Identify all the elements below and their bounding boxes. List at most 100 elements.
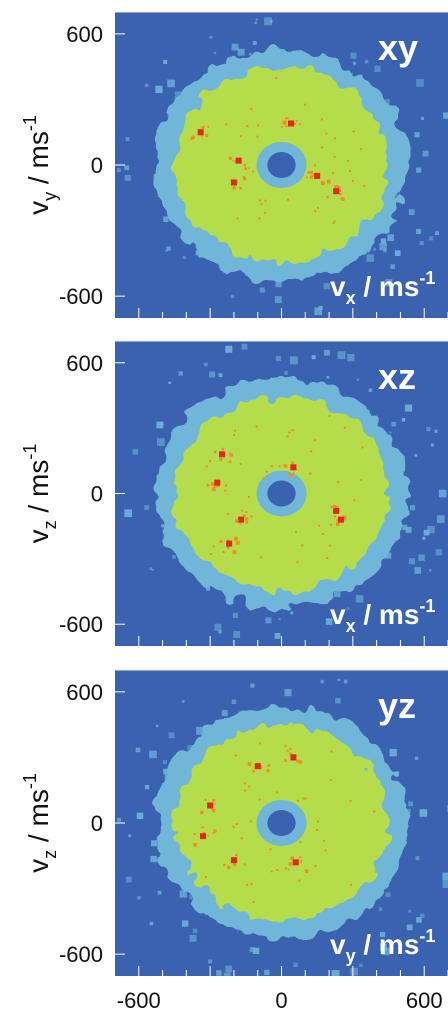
- speck: [405, 526, 412, 533]
- hot-speck: [298, 123, 301, 126]
- y-tick-label: 0: [91, 153, 103, 178]
- speck: [178, 371, 183, 376]
- speck: [391, 421, 396, 427]
- speck: [128, 834, 132, 838]
- speck: [311, 355, 316, 360]
- hot-speck: [234, 519, 239, 523]
- panel-xz: 600 0 -600 vz / ms-1 xz vx / ms-1: [20, 340, 448, 646]
- speck: [275, 280, 282, 288]
- speck: [124, 509, 132, 518]
- speck: [347, 354, 355, 362]
- speck: [384, 708, 387, 711]
- hot-speck: [298, 879, 301, 882]
- speck: [225, 345, 233, 353]
- speck: [135, 747, 141, 753]
- hot-speck: [212, 545, 215, 548]
- speck: [223, 972, 231, 976]
- speck: [206, 586, 210, 591]
- hot-speck: [213, 803, 216, 805]
- hot-speck: [243, 782, 246, 785]
- speck: [231, 699, 237, 705]
- hot-speck: [296, 561, 299, 564]
- speck: [157, 890, 162, 895]
- hot-speck: [309, 175, 313, 179]
- speck: [350, 52, 357, 59]
- speck: [325, 618, 333, 625]
- hot-speck: [296, 759, 299, 763]
- hot-speck: [284, 744, 287, 747]
- x-tick-label: -600: [117, 988, 161, 1011]
- hot-speck: [293, 122, 296, 125]
- hot-speck: [245, 511, 248, 514]
- hot-speck: [290, 856, 295, 860]
- hot-speck: [286, 749, 289, 752]
- hot-speck: [337, 481, 340, 484]
- speck: [438, 489, 447, 498]
- hot-speck: [304, 103, 307, 106]
- speck: [195, 250, 201, 256]
- hot-speck: [292, 472, 295, 474]
- speck: [209, 35, 213, 39]
- hot-speck: [343, 426, 346, 429]
- hot-speck: [201, 826, 204, 829]
- speck: [381, 947, 390, 956]
- hot-spot: [290, 754, 297, 761]
- hot-speck: [239, 462, 242, 465]
- hot-speck: [331, 172, 334, 175]
- hot-speck: [245, 521, 249, 524]
- speck: [232, 612, 239, 619]
- hot-speck: [299, 840, 302, 843]
- hot-speck: [330, 505, 334, 509]
- panel-yz: 600 0 -600 vz / ms-1 yz vy / ms-1 -600 0 600: [20, 669, 448, 1011]
- hot-speck: [258, 217, 261, 220]
- speck: [166, 246, 171, 251]
- speck: [293, 962, 298, 968]
- speck: [364, 59, 369, 64]
- hot-speck: [244, 789, 247, 792]
- hot-speck: [373, 810, 376, 813]
- speck: [125, 137, 130, 141]
- speck: [359, 963, 363, 967]
- hot-speck: [295, 531, 298, 534]
- hot-speck: [232, 159, 235, 162]
- hot-speck: [236, 217, 239, 220]
- hot-speck: [295, 120, 298, 122]
- hot-speck: [286, 117, 289, 120]
- hot-speck: [301, 544, 304, 547]
- hot-speck: [241, 509, 244, 512]
- hot-speck: [270, 465, 273, 468]
- speck: [408, 909, 412, 913]
- hot-speck: [203, 832, 206, 835]
- speck: [225, 965, 233, 973]
- speck: [435, 549, 443, 556]
- speck: [426, 427, 431, 432]
- hot-spot: [288, 120, 295, 127]
- hot-spot: [214, 479, 221, 486]
- speck: [430, 443, 434, 447]
- hot-speck: [209, 553, 212, 556]
- hot-spot: [200, 833, 207, 840]
- speck: [274, 296, 282, 304]
- speck: [116, 168, 121, 173]
- speck: [218, 373, 223, 378]
- speck: [172, 555, 176, 559]
- hot-speck: [337, 185, 341, 189]
- hot-speck: [207, 125, 210, 128]
- speck: [383, 248, 387, 253]
- speck: [443, 112, 448, 119]
- hot-speck: [326, 179, 331, 184]
- hot-speck: [266, 769, 270, 773]
- hot-speck: [206, 483, 210, 487]
- hot-speck: [333, 515, 336, 518]
- hot-speck: [330, 523, 332, 526]
- hot-speck: [291, 429, 294, 432]
- hot-speck: [252, 170, 255, 173]
- hot-spot: [207, 802, 214, 809]
- panel-xy: 600 0 -600 vy / ms-1 xy vx / ms-1: [20, 11, 448, 318]
- speck: [218, 630, 222, 634]
- speck: [254, 21, 257, 24]
- hot-speck: [285, 125, 288, 128]
- speck: [378, 907, 383, 911]
- speck: [418, 554, 425, 561]
